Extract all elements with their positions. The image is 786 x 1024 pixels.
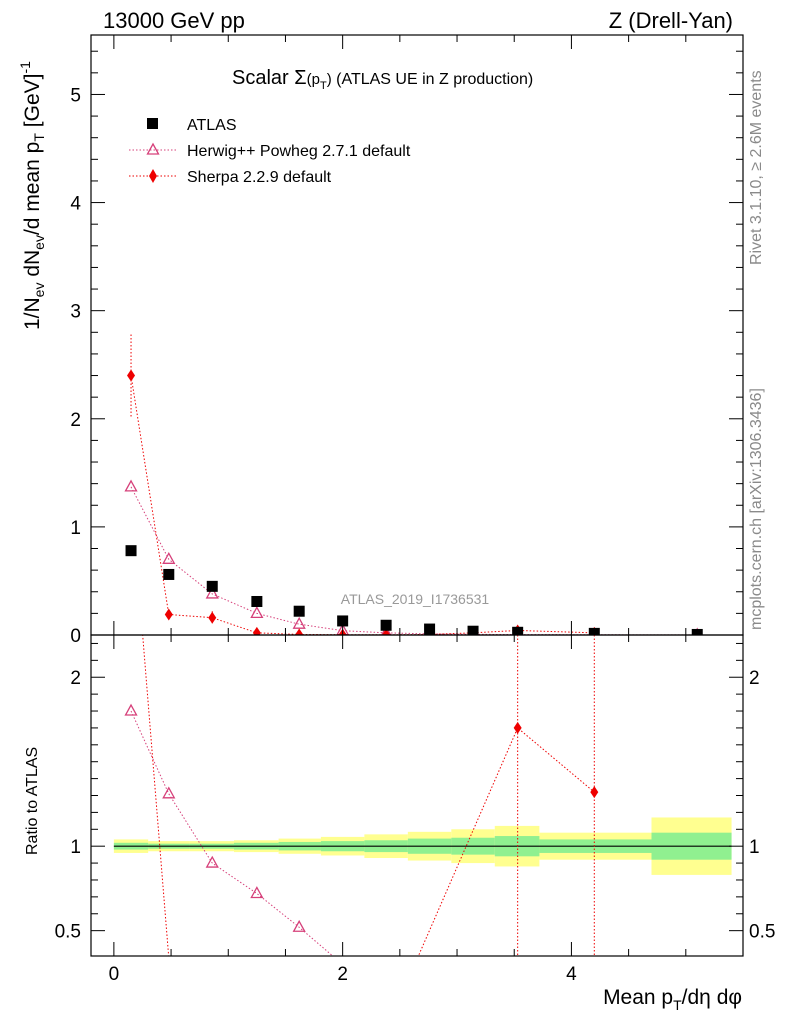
legend: ATLAS Herwig++ Powheg 2.7.1 default Sher… xyxy=(129,117,411,186)
sherpa-ratio-point xyxy=(513,721,522,734)
atlas-point xyxy=(206,580,218,592)
sherpa-point xyxy=(208,611,217,624)
atlas-point xyxy=(125,545,137,557)
herwig-point xyxy=(205,586,219,599)
herwig-point xyxy=(250,606,264,619)
atlas-point xyxy=(251,595,263,607)
ratio-y-tick-label-right: 0.5 xyxy=(749,922,775,943)
ratio-plot-frame xyxy=(90,634,744,957)
sherpa-point xyxy=(127,369,136,382)
atlas-point xyxy=(512,626,524,635)
y-tick-label: 0 xyxy=(70,626,81,647)
y-axis-label: 1/Nev dNev/d mean pT [GeV]-1 xyxy=(17,61,47,330)
legend-herwig-label: Herwig++ Powheg 2.7.1 default xyxy=(187,143,411,160)
ratio-y-tick-label: 0.5 xyxy=(55,922,81,943)
atlas-point xyxy=(163,568,175,580)
sherpa-point xyxy=(295,628,304,635)
herwig-point xyxy=(292,616,306,629)
x-tick-label: 4 xyxy=(566,964,577,985)
sherpa-point xyxy=(382,628,391,635)
herwig-line xyxy=(130,486,698,635)
atlas-point xyxy=(424,623,436,635)
atlas-point xyxy=(380,619,392,631)
side-label-rivet: Rivet 3.1.10, ≥ 2.6M events xyxy=(748,70,765,265)
header-left: 13000 GeV pp xyxy=(103,8,245,33)
sherpa-ratio-line xyxy=(142,635,595,956)
herwig-ratio-point xyxy=(250,886,264,899)
ratio-y-tick-label-right: 1 xyxy=(749,837,760,858)
herwig-point xyxy=(380,625,392,635)
sherpa-point xyxy=(252,626,261,635)
herwig-point xyxy=(162,551,176,564)
x-axis-label: Mean pT/dη dφ xyxy=(603,986,742,1013)
y-tick-label: 3 xyxy=(70,302,81,323)
atlas-point xyxy=(337,615,349,627)
sherpa-point xyxy=(164,608,173,621)
sherpa-ratio-point xyxy=(590,786,599,799)
ratio-plot-panel: 0.5 0.5 1 1 2 2 0 2 4 xyxy=(55,634,775,985)
y-tick-label: 4 xyxy=(70,194,81,215)
atlas-point xyxy=(588,627,600,635)
analysis-id: ATLAS_2019_I1736531 xyxy=(341,591,490,607)
herwig-ratio-point xyxy=(205,855,219,868)
ratio-y-tick-label: 1 xyxy=(70,837,81,858)
herwig-ratio-point xyxy=(292,919,306,932)
y-tick-label: 2 xyxy=(70,410,81,431)
atlas-point xyxy=(691,628,703,635)
herwig-point xyxy=(124,479,138,492)
atlas-point xyxy=(293,605,305,617)
herwig-ratio-point xyxy=(162,786,176,799)
legend-sherpa-marker xyxy=(149,169,157,183)
ratio-y-tick-label: 2 xyxy=(70,668,81,689)
y-tick-label: 5 xyxy=(70,85,81,106)
x-tick-label: 2 xyxy=(337,964,348,985)
x-tick-label: 0 xyxy=(109,964,120,985)
ratio-y-tick-label-right: 2 xyxy=(749,668,760,689)
sherpa-line xyxy=(130,375,595,635)
atlas-point xyxy=(467,625,479,635)
legend-sherpa-label: Sherpa 2.2.9 default xyxy=(187,169,332,186)
chart-title: Scalar Σ(pT) (ATLAS UE in Z production) xyxy=(232,67,533,92)
header-right: Z (Drell-Yan) xyxy=(609,8,733,33)
herwig-ratio-line xyxy=(130,710,334,956)
side-label-mcplots: mcplots.cern.ch [arXiv:1306.3436] xyxy=(748,388,765,630)
ratio-y-axis-label: Ratio to ATLAS xyxy=(24,747,41,855)
legend-atlas-marker xyxy=(147,118,158,129)
y-tick-label: 1 xyxy=(70,518,81,539)
legend-atlas-label: ATLAS xyxy=(187,117,237,134)
main-plot-panel: 0 1 2 3 4 5 xyxy=(70,34,744,647)
legend-herwig-marker xyxy=(146,142,160,155)
herwig-ratio-point xyxy=(124,703,138,716)
